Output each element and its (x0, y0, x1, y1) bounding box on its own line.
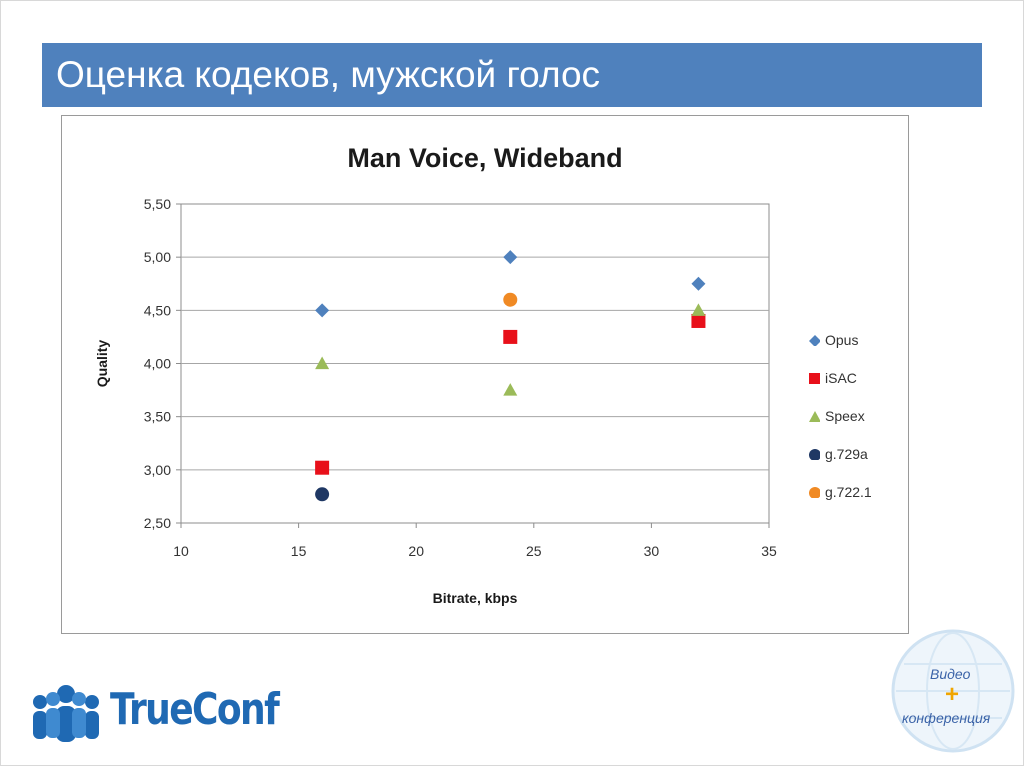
legend-marker-square-icon (809, 373, 820, 384)
speex-point (503, 383, 518, 396)
y-tick-label: 5,50 (144, 196, 171, 212)
y-tick-label: 2,50 (144, 515, 171, 531)
trueconf-logo: TrueConf (26, 680, 286, 750)
y-axis-label: Quality (94, 340, 110, 388)
x-tick-label: 25 (526, 543, 542, 559)
people-group-icon (33, 685, 99, 742)
legend-label: g.729a (825, 446, 868, 462)
legend-marker-diamond-icon (809, 335, 820, 346)
legend-marker-circle-icon (809, 449, 820, 460)
globe-icon (891, 629, 1015, 753)
x-tick-label: 10 (173, 543, 189, 559)
legend-item-isac: iSAC (808, 359, 904, 397)
legend-label: Opus (825, 332, 859, 348)
legend-marker-triangle-icon (809, 411, 820, 422)
x-axis-label: Bitrate, kbps (433, 590, 518, 606)
isac-point (691, 313, 706, 328)
scatter-chart: 2,50 3,00 3,50 4,00 4,50 5,00 5,50 10 15 20 25 30 35… (94, 143, 777, 606)
slide-title: Оценка кодеков, мужской голос (56, 54, 601, 95)
y-tick-label: 3,50 (144, 409, 171, 425)
legend-item-speex: Speex (808, 397, 904, 435)
chart-title: Man Voice, Wideband (347, 143, 622, 173)
legend-item-g-722-1: g.722.1 (808, 473, 904, 511)
chart-container: 2,50 3,00 3,50 4,00 4,50 5,00 5,50 10 15 20 25 30 35… (61, 115, 909, 634)
legend-label: iSAC (825, 370, 857, 386)
chart-legend: Opus iSAC Speex g.729a g.722.1 (808, 321, 904, 511)
badge-line1: Видео (930, 666, 971, 682)
y-tick-label: 5,00 (144, 249, 171, 265)
legend-label: g.722.1 (825, 484, 872, 500)
isac-point (315, 460, 330, 475)
x-tick-label: 30 (644, 543, 660, 559)
g-729a-point (315, 487, 330, 502)
legend-item-opus: Opus (808, 321, 904, 359)
badge-line2: конференция (902, 710, 991, 726)
opus-point (691, 276, 706, 291)
opus-point (315, 303, 330, 318)
g-722-1-point (503, 292, 518, 307)
legend-marker-circle-icon (809, 487, 820, 498)
videoconference-badge: Видео + конференция (888, 626, 1018, 756)
x-tick-label: 15 (291, 543, 307, 559)
legend-item-g-729a: g.729a (808, 435, 904, 473)
y-tick-label: 4,50 (144, 302, 171, 318)
legend-label: Speex (825, 408, 865, 424)
x-tick-label: 35 (761, 543, 777, 559)
speex-point (315, 356, 330, 370)
speex-point (691, 303, 706, 316)
opus-point (503, 250, 518, 265)
logo-text: TrueConf (110, 684, 280, 735)
x-tick-label: 20 (408, 543, 424, 559)
y-tick-label: 4,00 (144, 356, 171, 372)
slide-title-bar: Оценка кодеков, мужской голос (42, 43, 982, 107)
isac-point (503, 329, 518, 344)
y-tick-label: 3,00 (144, 462, 171, 478)
plus-icon: + (945, 681, 960, 708)
